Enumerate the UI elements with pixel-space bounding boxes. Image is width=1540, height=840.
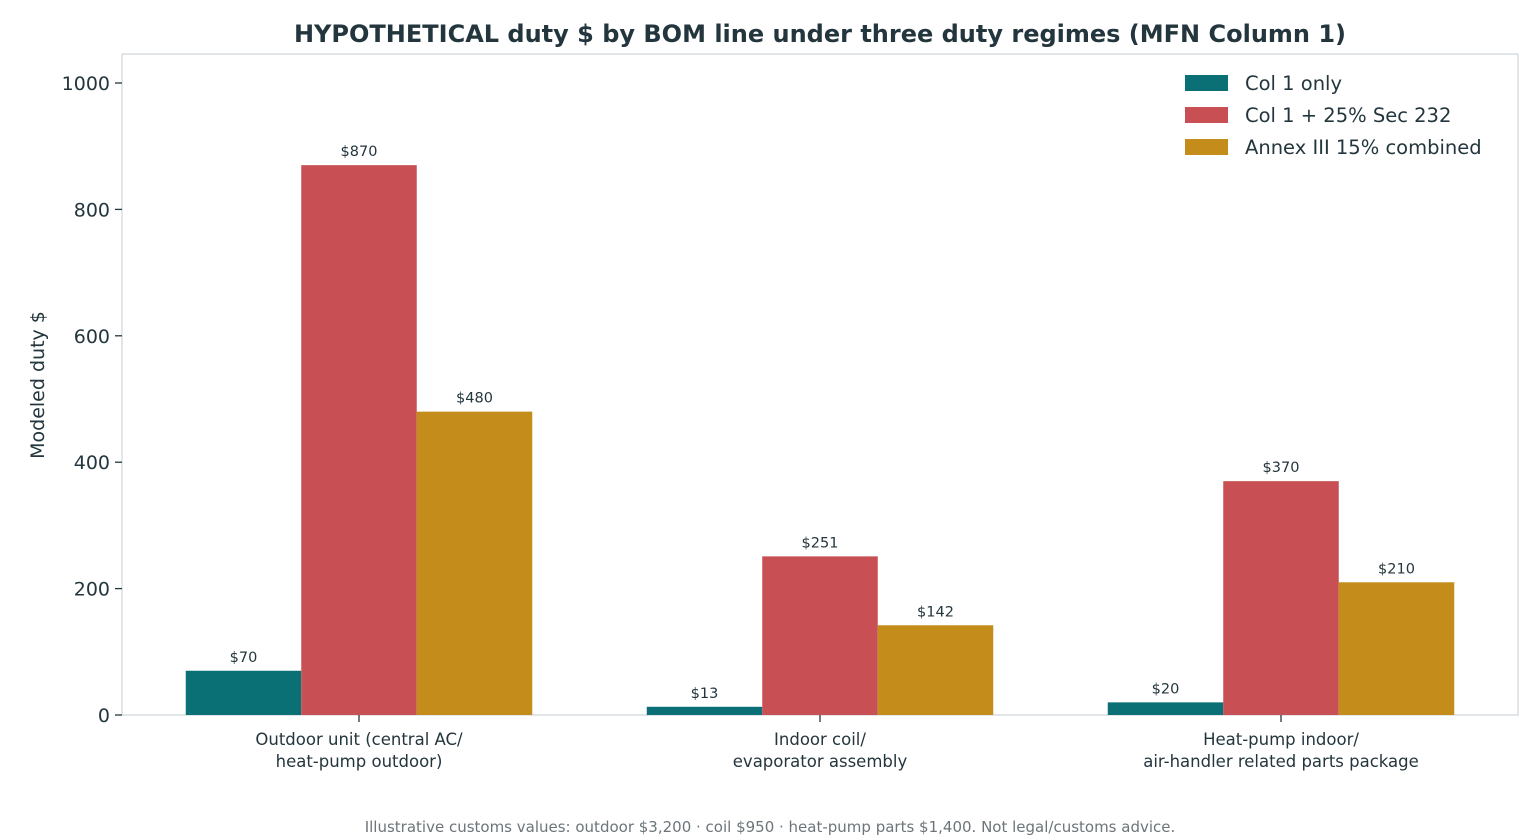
legend: Col 1 only Col 1 + 25% Sec 232 Annex III 1… bbox=[1185, 72, 1482, 159]
chart-title: HYPOTHETICAL duty $ by BOM line under th… bbox=[294, 20, 1346, 48]
bar bbox=[1107, 702, 1224, 715]
legend-label: Col 1 + 25% Sec 232 bbox=[1245, 104, 1451, 127]
legend-label: Col 1 only bbox=[1245, 72, 1342, 95]
bar-value-label: $210 bbox=[1378, 561, 1415, 577]
data-labels-group: $70 $13 $20 $870 $251 $370 $480 $142 $210 bbox=[230, 144, 1415, 702]
bar bbox=[416, 411, 533, 715]
x-axis: Outdoor unit (central AC/heat-pump outdo… bbox=[255, 715, 1419, 771]
y-tick-label: 0 bbox=[98, 705, 110, 727]
bar-value-label: $370 bbox=[1263, 460, 1300, 476]
bar bbox=[301, 165, 417, 715]
bar-value-label: $13 bbox=[691, 686, 719, 702]
y-tick-label: 1000 bbox=[62, 73, 110, 95]
footnote: Illustrative customs values: outdoor $3,… bbox=[365, 818, 1176, 836]
bar bbox=[185, 670, 302, 715]
bar-value-label: $142 bbox=[917, 604, 954, 620]
y-axis: 0 200 400 600 800 1000 bbox=[62, 73, 122, 727]
bar-value-label: $870 bbox=[341, 144, 378, 160]
x-tick-label: Indoor coil/ bbox=[774, 730, 866, 749]
x-tick-label: air-handler related parts package bbox=[1143, 752, 1419, 771]
y-axis-label: Modeled duty $ bbox=[27, 311, 49, 459]
bar bbox=[646, 706, 763, 715]
bar-value-label: $70 bbox=[230, 650, 258, 666]
bar-value-label: $480 bbox=[456, 391, 493, 407]
bar-value-label: $251 bbox=[802, 535, 839, 551]
legend-swatch bbox=[1185, 75, 1228, 91]
bar bbox=[877, 625, 994, 715]
y-tick-label: 800 bbox=[74, 199, 110, 221]
bar bbox=[1223, 481, 1339, 715]
x-tick-label: Outdoor unit (central AC/ bbox=[255, 730, 463, 749]
legend-label: Annex III 15% combined bbox=[1245, 136, 1482, 159]
y-tick-label: 600 bbox=[74, 326, 110, 348]
bar-value-label: $20 bbox=[1152, 681, 1180, 697]
bar bbox=[762, 556, 878, 715]
legend-swatch bbox=[1185, 107, 1228, 123]
bar bbox=[1338, 582, 1455, 715]
y-tick-label: 200 bbox=[74, 579, 110, 601]
x-tick-label: heat-pump outdoor) bbox=[276, 752, 443, 771]
x-tick-label: evaporator assembly bbox=[733, 752, 908, 771]
legend-swatch bbox=[1185, 139, 1228, 155]
bars-group bbox=[185, 165, 1455, 715]
x-tick-label: Heat-pump indoor/ bbox=[1203, 730, 1359, 749]
y-tick-label: 400 bbox=[74, 452, 110, 474]
